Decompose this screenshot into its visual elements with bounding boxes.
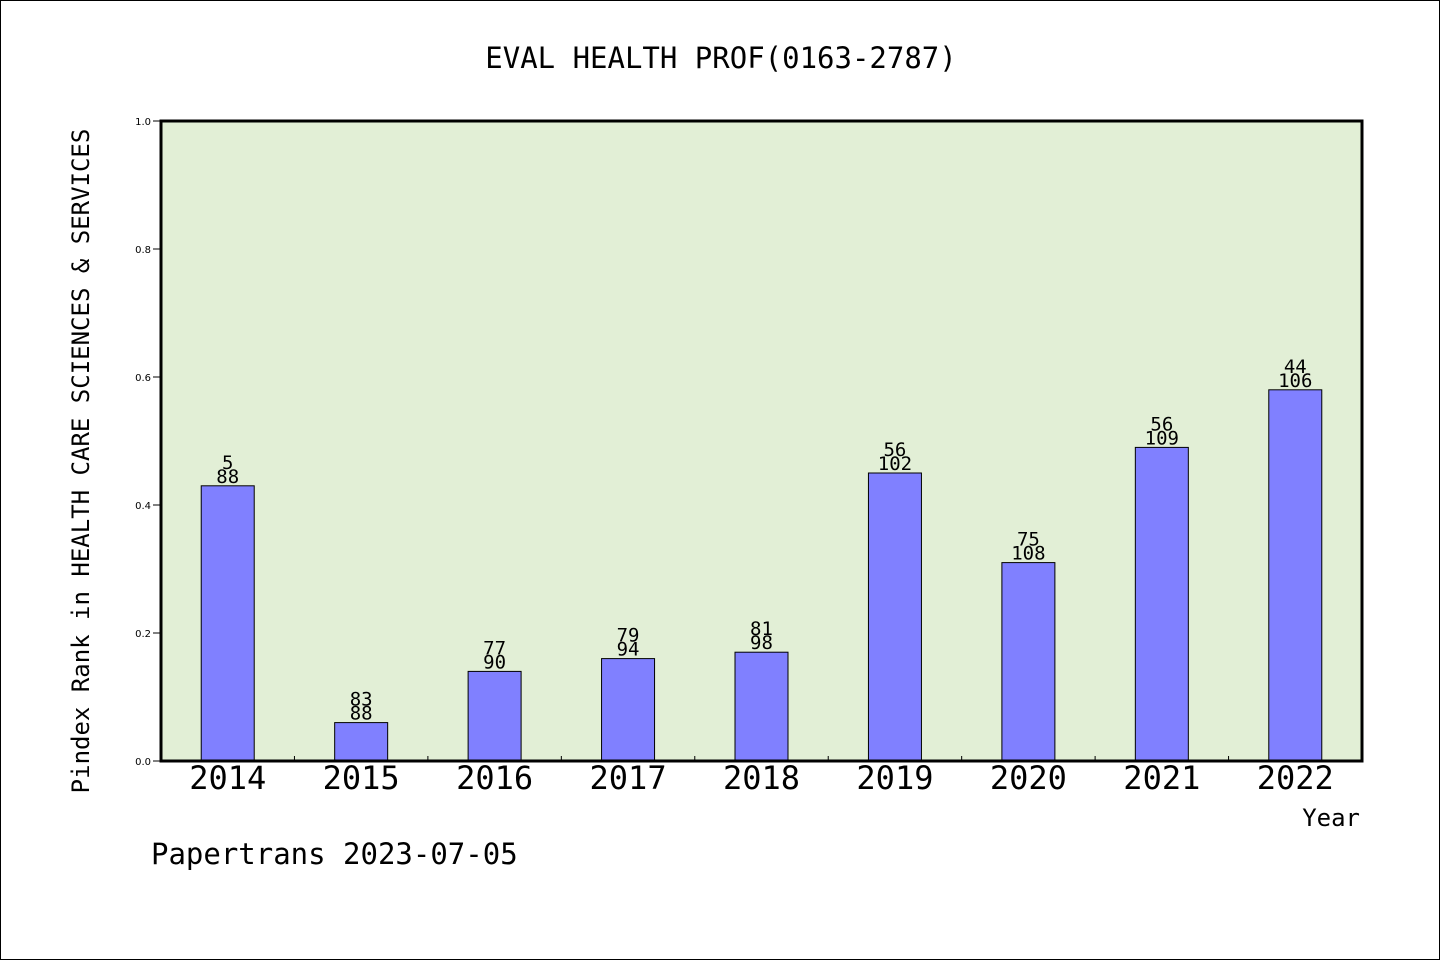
- x-tick-label: 2022: [1257, 759, 1334, 797]
- bar-rank-label: 75: [1017, 529, 1040, 551]
- y-tick-label: 0.0: [135, 757, 151, 768]
- x-tick-label: 2016: [456, 759, 533, 797]
- bar-total-label: 94: [617, 639, 640, 661]
- y-tick-label: 0.2: [135, 629, 151, 640]
- bar-rank-label: 81: [750, 618, 773, 640]
- bar-rank-label: 44: [1284, 356, 1307, 378]
- bar-2019: [867, 472, 922, 762]
- y-tick-label: 0.4: [135, 501, 151, 512]
- bar-2022: [1268, 389, 1323, 762]
- x-tick-label: 2014: [189, 759, 266, 797]
- footer-credit: Papertrans 2023-07-05: [151, 837, 518, 871]
- y-tick-label: 0.8: [135, 245, 151, 256]
- bar-2014: [200, 485, 255, 762]
- bar-total-label: 109: [1145, 427, 1179, 449]
- bar-total-label: 106: [1278, 370, 1312, 392]
- bar-2021: [1134, 446, 1189, 762]
- x-tick-label: 2021: [1123, 759, 1200, 797]
- chart-title: EVAL HEALTH PROF(0163-2787): [485, 41, 956, 75]
- bar-total-label: 90: [483, 651, 506, 673]
- bar-rank-label: 5: [222, 452, 233, 474]
- bar-rank-label: 77: [483, 637, 506, 659]
- y-tick-label: 1.0: [135, 117, 151, 128]
- x-tick-label: 2020: [990, 759, 1067, 797]
- bar-2020: [1001, 562, 1056, 762]
- bar-rank-label: 56: [1150, 413, 1173, 435]
- bar-total-label: 88: [216, 466, 239, 488]
- x-tick-label: 2018: [723, 759, 800, 797]
- x-tick-label: 2017: [590, 759, 667, 797]
- y-axis-label: Pindex Rank in HEALTH CARE SCIENCES & SE…: [67, 129, 95, 794]
- labels-group: 5882014838820157790201679942017819820185…: [135, 117, 1334, 797]
- bar-total-label: 108: [1011, 543, 1045, 565]
- plot-border: [159, 119, 1364, 763]
- bar-total-label: 88: [350, 703, 373, 725]
- bar-rank-label: 83: [350, 689, 373, 711]
- x-tick-label: 2019: [856, 759, 933, 797]
- bar-rank-label: 79: [617, 625, 640, 647]
- bar-2015: [334, 722, 389, 762]
- bar-total-label: 102: [878, 453, 912, 475]
- bar-2016: [467, 670, 522, 762]
- bar-2018: [734, 651, 789, 762]
- x-axis-label: Year: [1302, 804, 1360, 832]
- bar-rank-label: 56: [883, 439, 906, 461]
- y-tick-label: 0.6: [135, 373, 151, 384]
- bar-total-label: 98: [750, 632, 773, 654]
- x-tick-label: 2015: [323, 759, 400, 797]
- ticks-group: [153, 120, 1230, 762]
- bars-group: [200, 389, 1323, 762]
- bar-2017: [601, 658, 656, 762]
